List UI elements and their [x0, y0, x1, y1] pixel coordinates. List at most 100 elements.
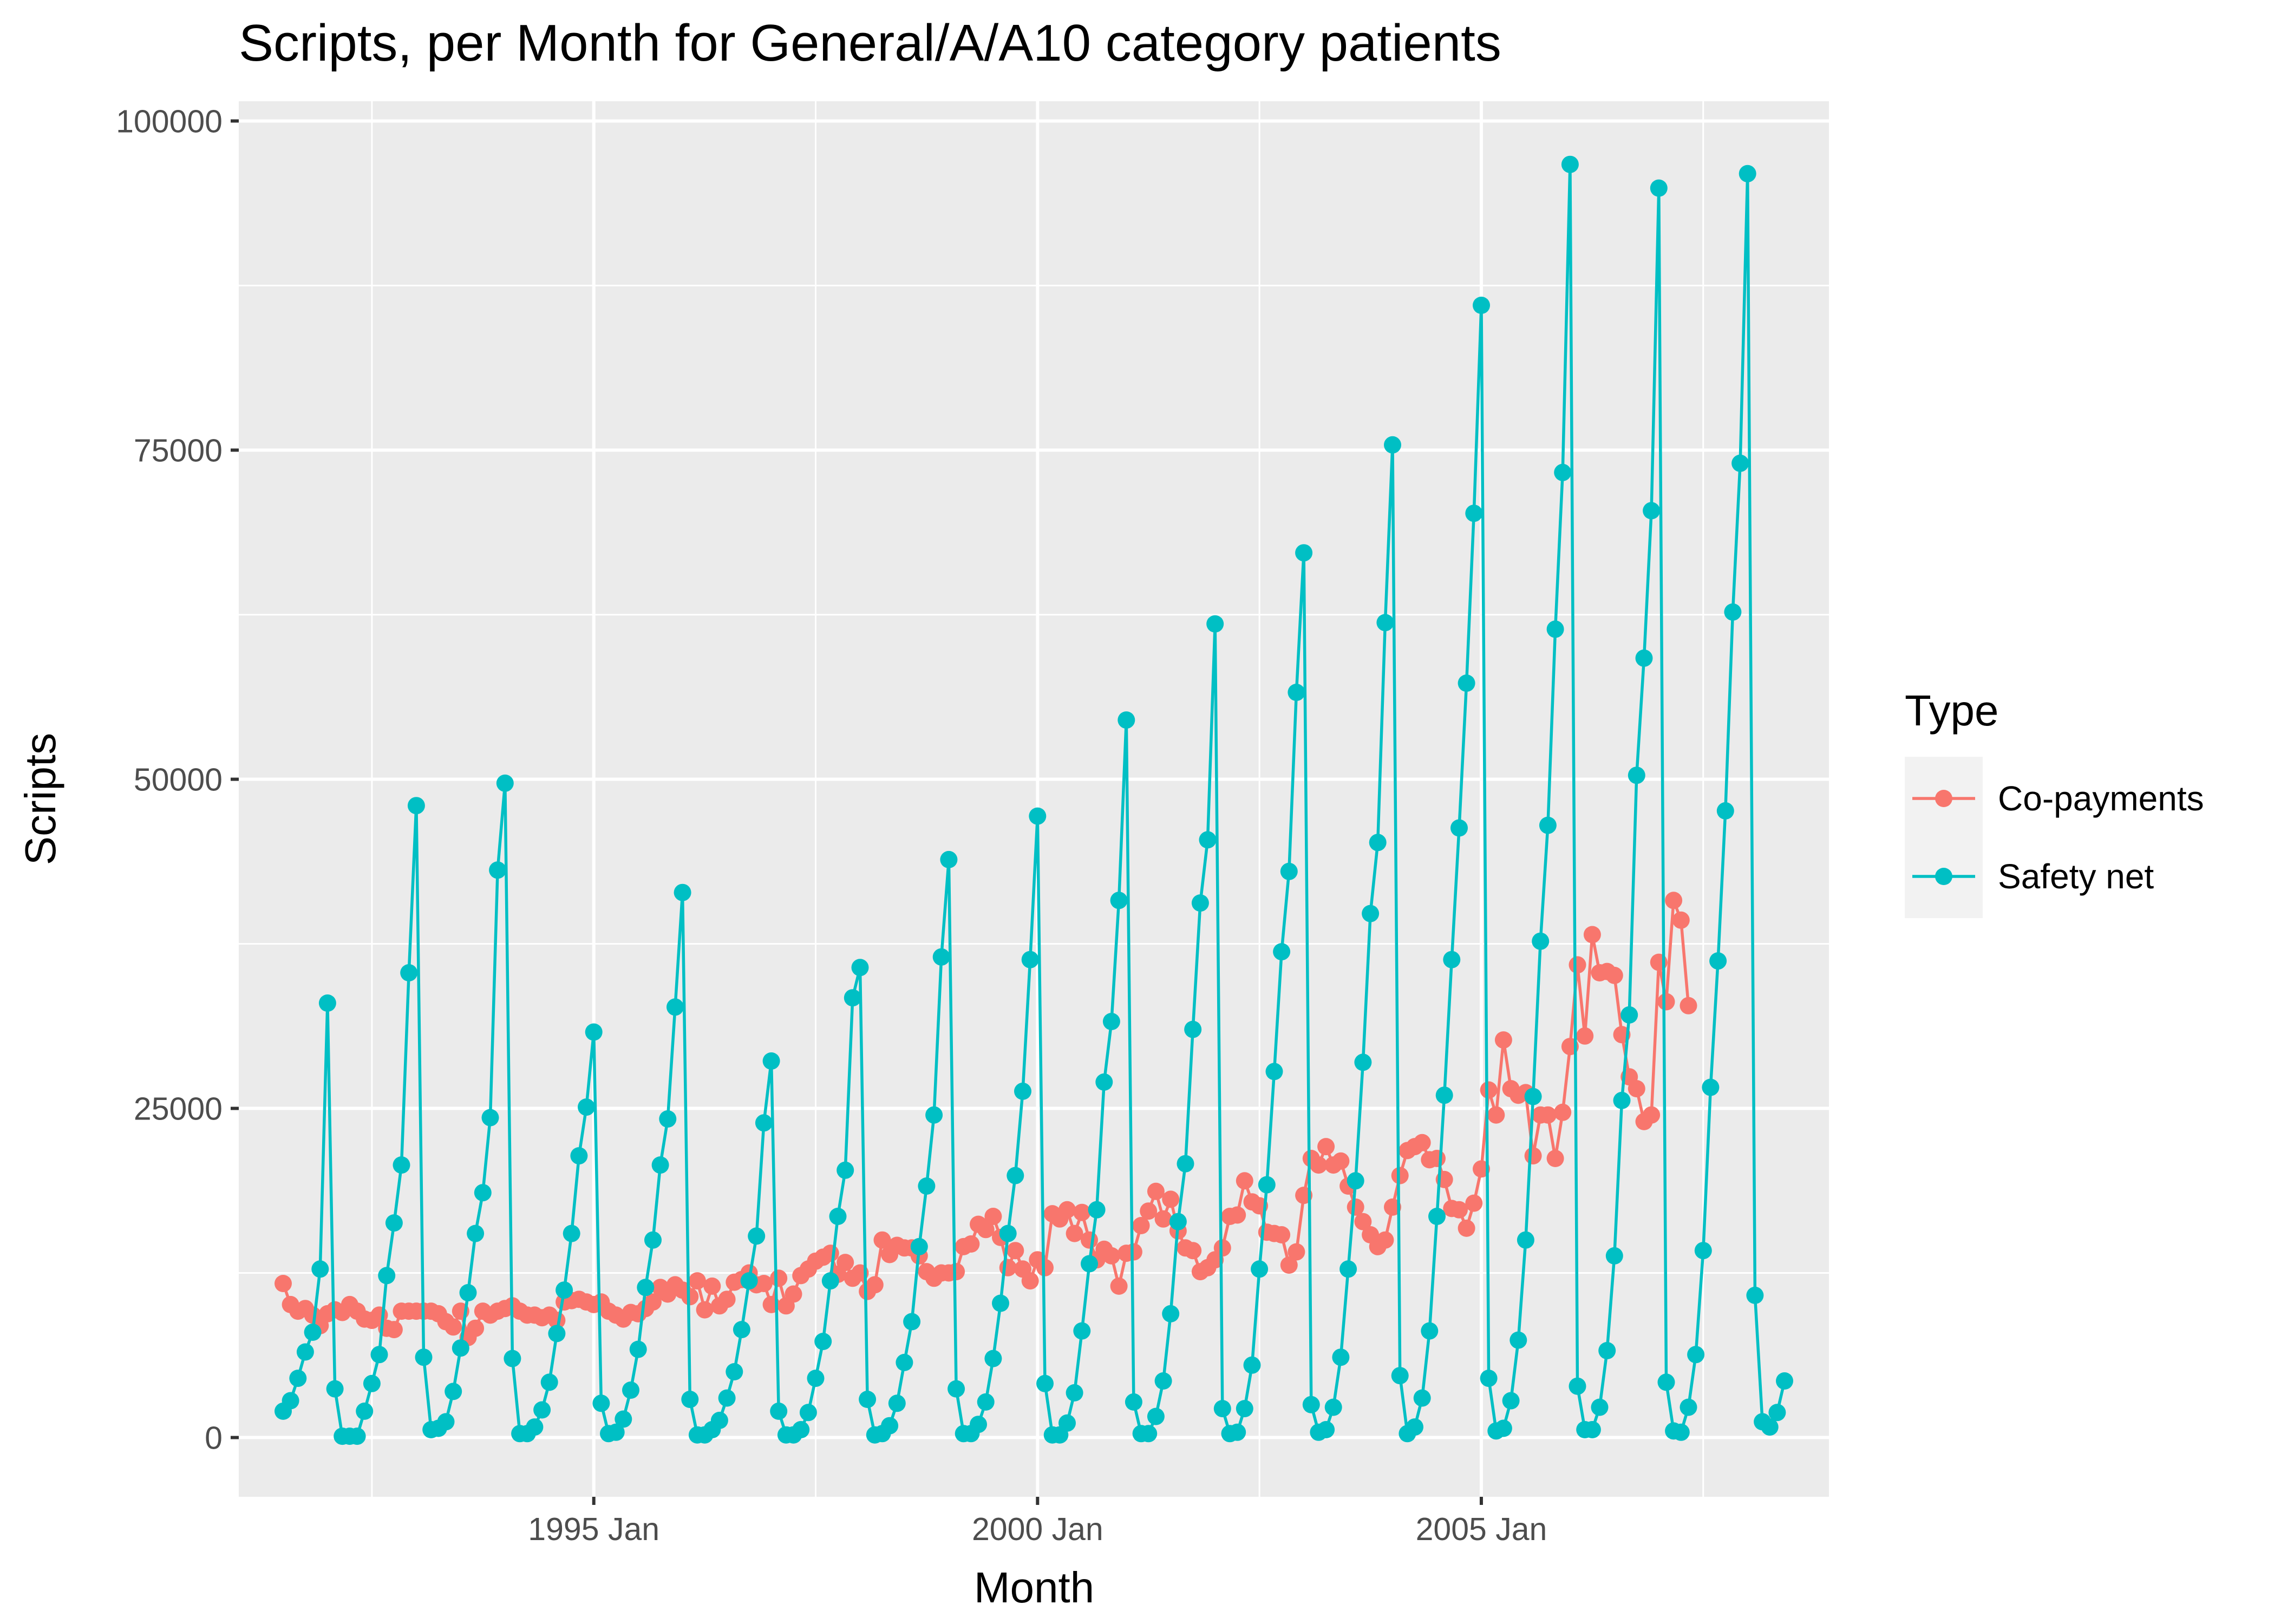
safety-net-point	[1088, 1201, 1106, 1219]
safety-net-point	[1384, 436, 1401, 454]
safety-net-point	[393, 1156, 410, 1174]
safety-net-point	[1761, 1418, 1779, 1436]
co-payments-point	[755, 1275, 773, 1292]
safety-net-point	[1628, 767, 1645, 784]
safety-net-point	[1650, 179, 1668, 197]
co-payments-point	[644, 1293, 662, 1311]
safety-net-point	[407, 797, 425, 815]
safety-net-point	[1620, 1006, 1638, 1024]
y-axis-title: Scripts	[16, 733, 64, 866]
safety-net-point	[829, 1208, 847, 1225]
co-payments-point	[1376, 1231, 1394, 1249]
legend: Type Co-payments Safety net	[1905, 686, 2204, 918]
safety-net-point	[755, 1114, 773, 1132]
co-payments-point	[1081, 1231, 1098, 1249]
safety-net-point	[1243, 1356, 1261, 1374]
safety-net-point	[903, 1313, 921, 1331]
co-payments-point	[1213, 1239, 1231, 1257]
safety-net-point	[1021, 951, 1039, 968]
safety-net-point	[1510, 1331, 1527, 1349]
safety-net-point	[1376, 614, 1394, 632]
safety-net-point	[1450, 819, 1468, 837]
safety-net-point	[762, 1052, 780, 1070]
y-tick-label: 75000	[134, 433, 223, 469]
safety-net-point	[370, 1346, 388, 1364]
co-payments-point	[688, 1272, 706, 1290]
safety-net-point	[799, 1404, 817, 1422]
co-payments-point	[1384, 1198, 1401, 1216]
safety-net-point	[1339, 1260, 1357, 1278]
safety-net-point	[1702, 1078, 1720, 1096]
safety-net-point	[289, 1370, 307, 1387]
co-payments-point	[1473, 1160, 1490, 1178]
co-payments-point	[1110, 1277, 1128, 1295]
co-payments-point	[1480, 1081, 1498, 1099]
safety-net-point	[918, 1177, 936, 1195]
safety-net-point	[1058, 1414, 1076, 1432]
safety-net-point	[556, 1281, 573, 1299]
safety-net-point	[740, 1272, 758, 1290]
co-payments-point	[1643, 1106, 1661, 1124]
safety-net-point	[948, 1380, 965, 1398]
safety-net-point	[1273, 943, 1291, 961]
safety-net-point	[1302, 1396, 1320, 1413]
safety-net-point	[1524, 1088, 1542, 1105]
legend-point-co-payments	[1935, 790, 1952, 807]
co-payments-point	[1539, 1106, 1557, 1124]
safety-net-point	[1465, 505, 1483, 522]
safety-net-point	[1561, 155, 1579, 173]
safety-net-point	[1406, 1418, 1423, 1436]
safety-net-point	[385, 1214, 403, 1232]
safety-net-point	[792, 1421, 810, 1438]
safety-net-point	[851, 959, 869, 977]
safety-net-point	[474, 1184, 492, 1202]
co-payments-point	[1494, 1031, 1512, 1049]
safety-net-point	[1672, 1423, 1690, 1441]
safety-net-point	[1480, 1370, 1498, 1387]
y-tick-label: 0	[205, 1420, 223, 1456]
safety-net-point	[1095, 1073, 1113, 1091]
safety-net-point	[726, 1363, 743, 1380]
safety-net-point	[1724, 603, 1742, 621]
co-payments-point	[770, 1269, 788, 1287]
safety-net-point	[629, 1340, 647, 1358]
safety-net-point	[644, 1231, 662, 1249]
safety-net-point	[1347, 1172, 1364, 1190]
safety-net-point	[748, 1227, 766, 1245]
safety-net-point	[326, 1380, 344, 1398]
y-tick-label: 50000	[134, 762, 223, 798]
safety-net-point	[1731, 454, 1749, 472]
safety-net-point	[615, 1410, 632, 1428]
co-payments-point	[1569, 956, 1586, 974]
safety-net-point	[489, 861, 507, 879]
legend-label-safety-net: Safety net	[1998, 857, 2154, 896]
co-payments-point	[467, 1319, 485, 1337]
safety-net-point	[467, 1224, 485, 1242]
safety-net-point	[1583, 1421, 1601, 1438]
safety-net-point	[1768, 1404, 1786, 1422]
safety-net-point	[1169, 1213, 1187, 1230]
co-payments-point	[1140, 1202, 1158, 1220]
safety-net-point	[1007, 1167, 1024, 1184]
safety-net-point	[1081, 1255, 1098, 1273]
co-payments-point	[1125, 1243, 1142, 1261]
co-payments-point	[1073, 1203, 1091, 1221]
safety-net-point	[1177, 1155, 1194, 1173]
co-payments-point	[1184, 1242, 1202, 1260]
co-payments-point	[866, 1276, 884, 1294]
co-payments-point	[1036, 1259, 1054, 1276]
safety-net-point	[1591, 1398, 1609, 1416]
safety-net-point	[1354, 1053, 1372, 1071]
safety-net-point	[1421, 1322, 1439, 1340]
co-payments-point	[1288, 1243, 1305, 1261]
safety-net-point	[1443, 951, 1461, 968]
co-payments-point	[1007, 1242, 1024, 1260]
safety-net-point	[940, 850, 958, 868]
safety-net-point	[1532, 932, 1550, 950]
safety-net-point	[1680, 1398, 1697, 1416]
co-payments-point	[1058, 1201, 1076, 1219]
co-payments-point	[1657, 993, 1675, 1011]
x-tick-label: 2005 Jan	[1416, 1511, 1547, 1547]
x-axis-title: Month	[974, 1563, 1094, 1612]
co-payments-point	[1332, 1152, 1350, 1170]
